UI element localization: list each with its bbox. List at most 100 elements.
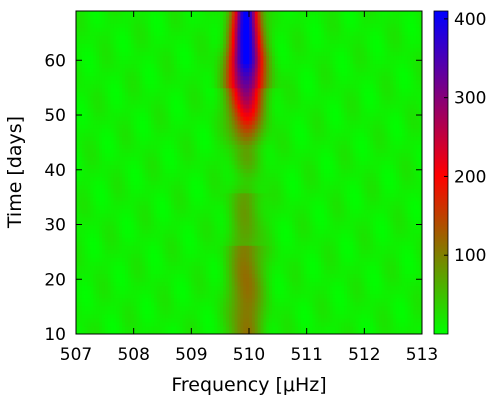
heatmap-cell [398,317,403,323]
heatmap-cell [122,176,126,182]
heatmap-cell [358,301,363,307]
heatmap-cell [407,188,412,194]
heatmap-cell [381,301,386,307]
heatmap-cell [254,329,259,334]
heatmap-cell [292,309,296,315]
heatmap-cell [225,220,230,226]
heatmap-cell [188,273,192,279]
heatmap-cell [76,176,80,182]
heatmap-cell [326,172,331,178]
heatmap-cell [139,309,143,315]
heatmap-cell [367,277,371,283]
heatmap-cell [280,301,285,307]
heatmap-cell [145,172,149,178]
heatmap-cell [156,253,161,258]
heatmap-cell [240,180,244,186]
heatmap-cell [202,285,207,291]
heatmap-cell [390,192,394,198]
heatmap-cell [148,196,152,202]
heatmap-cell [249,257,253,262]
heatmap-cell [338,204,342,210]
heatmap-cell [176,249,181,254]
heatmap-cell [116,325,120,331]
heatmap-cell [136,313,141,319]
heatmap-cell [90,309,94,315]
heatmap-cell [104,180,109,186]
heatmap-cell [122,180,126,186]
heatmap-cell [174,168,178,174]
heatmap-cell [370,233,374,238]
heatmap-cell [378,180,383,186]
heatmap-cell [107,208,112,214]
heatmap-cell [266,168,270,174]
heatmap-cell [119,249,123,254]
heatmap-cell [225,313,230,319]
heatmap-cell [257,253,262,258]
heatmap-cell [99,293,103,299]
heatmap-cell [96,180,100,186]
heatmap-cell [300,208,305,214]
heatmap-cell [410,172,414,178]
heatmap-cell [199,220,204,226]
heatmap-cell [205,301,210,307]
heatmap-cell [407,293,412,299]
heatmap-cell [185,164,190,170]
heatmap-cell [283,180,288,186]
heatmap-cell [300,237,305,242]
heatmap-cell [113,188,117,194]
heatmap-cell [159,176,164,182]
heatmap-cell [370,168,374,174]
heatmap-cell [410,220,414,226]
heatmap-cell [179,269,184,275]
heatmap-cell [338,180,342,186]
heatmap-cell [364,325,368,331]
heatmap-cell [364,220,368,226]
heatmap-cell [404,172,409,178]
heatmap-cell [384,297,388,303]
heatmap-cell [286,265,290,270]
heatmap-cell [133,208,138,214]
heatmap-cell [251,269,256,275]
heatmap-cell [243,321,247,327]
heatmap-cell [217,188,221,194]
heatmap-cell [107,265,112,270]
heatmap-cell [335,249,339,254]
heatmap-cell [358,297,363,303]
heatmap-cell [176,184,181,190]
heatmap-cell [90,301,94,307]
heatmap-cell [349,216,354,222]
heatmap-cell [323,273,328,279]
heatmap-cell [329,265,334,270]
heatmap-cell [225,192,230,198]
heatmap-cell [372,293,377,299]
heatmap-cell [194,257,198,262]
heatmap-cell [295,313,299,319]
heatmap-cell [263,321,267,327]
heatmap-cell [125,329,129,334]
heatmap-cell [237,261,241,266]
heatmap-cell [84,164,89,170]
heatmap-cell [404,253,409,258]
heatmap-cell [315,200,319,206]
heatmap-cell [228,293,233,299]
heatmap-cell [283,241,288,246]
heatmap-cell [251,241,256,246]
heatmap-cell [335,277,339,283]
heatmap-cell [76,253,80,258]
heatmap-cell [168,249,172,254]
heatmap-cell [274,245,279,250]
heatmap-cell [375,168,380,174]
heatmap-cell [315,293,319,299]
heatmap-cell [332,313,337,319]
heatmap-cell [410,224,414,230]
heatmap-cell [220,208,224,214]
heatmap-cell [332,192,337,198]
heatmap-cell [107,216,112,222]
heatmap-cell [323,297,328,303]
heatmap-cell [292,289,296,295]
heatmap-cell [335,281,339,287]
heatmap-cell [387,196,391,202]
heatmap-cell [205,289,210,295]
heatmap-cell [286,220,290,226]
heatmap-cell [81,245,86,250]
